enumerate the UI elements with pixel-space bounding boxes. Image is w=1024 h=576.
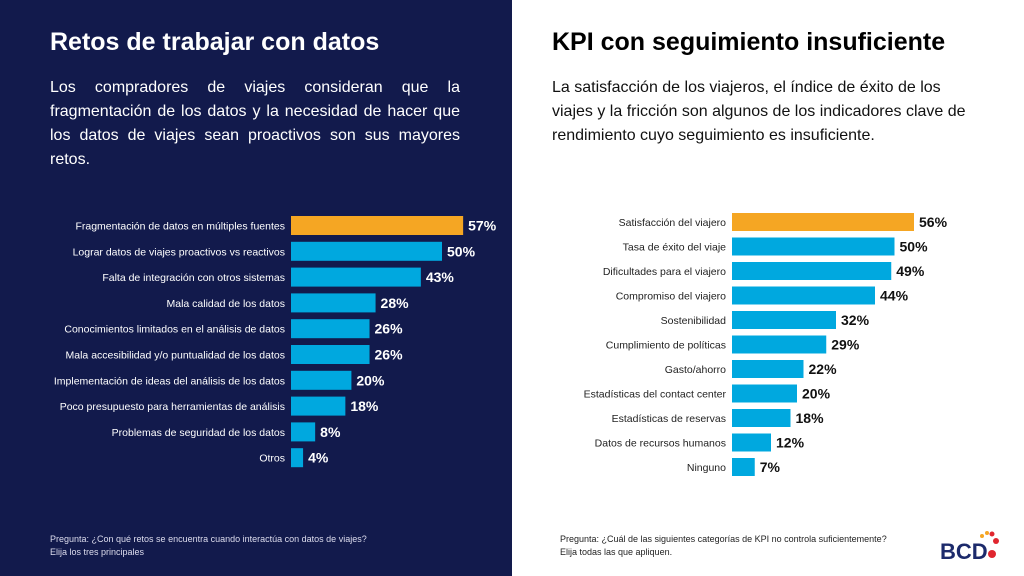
value-label: 29% xyxy=(831,337,860,353)
category-label: Falta de integración con otros sistemas xyxy=(102,272,285,284)
value-label: 56% xyxy=(919,214,948,230)
bar xyxy=(732,286,875,305)
category-label: Sostenibilidad xyxy=(661,315,727,327)
left-panel: Retos de trabajar con datos Los comprado… xyxy=(0,0,512,576)
category-label: Estadísticas de reservas xyxy=(612,413,726,425)
category-label: Conocimientos limitados en el análisis d… xyxy=(64,324,285,336)
category-label: Lograr datos de viajes proactivos vs rea… xyxy=(73,246,285,258)
category-label: Dificultades para el viajero xyxy=(603,266,726,278)
bar xyxy=(291,422,316,442)
category-label: Satisfacción del viajero xyxy=(619,217,727,229)
bar xyxy=(291,396,346,416)
value-label: 22% xyxy=(809,361,838,377)
value-label: 50% xyxy=(900,239,929,255)
value-label: 18% xyxy=(350,398,379,414)
bar xyxy=(732,360,804,378)
value-label: 12% xyxy=(776,435,805,451)
category-label: Otros xyxy=(259,453,285,465)
value-label: 26% xyxy=(375,347,404,363)
bar xyxy=(291,241,442,261)
bar xyxy=(732,237,895,256)
bar xyxy=(732,409,791,427)
note-line: Elija los tres principales xyxy=(50,547,145,557)
bar xyxy=(732,213,914,231)
note-line: Elija todas las que apliquen. xyxy=(560,547,673,557)
category-label: Gasto/ahorro xyxy=(665,364,726,376)
value-label: 49% xyxy=(896,263,925,279)
chart-title: Retos de trabajar con datos xyxy=(50,28,380,56)
category-label: Implementación de ideas del análisis de … xyxy=(54,375,285,387)
bar xyxy=(291,267,421,287)
value-label: 7% xyxy=(760,459,781,475)
bar xyxy=(291,345,370,364)
bar xyxy=(732,433,771,452)
value-label: 43% xyxy=(426,269,455,285)
value-label: 20% xyxy=(356,372,385,388)
chart-title: KPI con seguimiento insuficiente xyxy=(552,28,946,56)
bar xyxy=(291,319,370,339)
category-label: Mala accesibilidad y/o puntualidad de lo… xyxy=(66,350,285,362)
value-label: 28% xyxy=(381,295,410,311)
category-label: Mala calidad de los datos xyxy=(167,298,286,310)
question-note: Pregunta: ¿Cuál de las siguientes catego… xyxy=(560,533,887,559)
category-label: Estadísticas del contact center xyxy=(584,389,727,401)
bar xyxy=(291,448,304,468)
question-note: Pregunta: ¿Con qué retos se encuentra cu… xyxy=(50,533,367,559)
note-line: Pregunta: ¿Cuál de las siguientes catego… xyxy=(560,534,887,544)
bar xyxy=(291,293,376,313)
logo-text: BCD xyxy=(940,539,988,564)
value-label: 57% xyxy=(468,218,497,234)
bar xyxy=(732,458,755,476)
bar xyxy=(732,384,797,403)
note-line: Pregunta: ¿Con qué retos se encuentra cu… xyxy=(50,534,367,544)
value-label: 8% xyxy=(320,424,341,440)
value-label: 18% xyxy=(796,410,825,426)
bar xyxy=(732,335,827,354)
category-label: Poco presupuesto para herramientas de an… xyxy=(60,401,285,413)
chart-subtitle: La satisfacción de los viajeros, el índi… xyxy=(552,79,966,144)
bar xyxy=(291,216,464,235)
category-label: Datos de recursos humanos xyxy=(595,438,726,450)
value-label: 44% xyxy=(880,288,909,304)
value-label: 26% xyxy=(375,321,404,337)
bar xyxy=(732,311,836,329)
value-label: 50% xyxy=(447,243,476,259)
bar xyxy=(732,262,892,280)
category-label: Fragmentación de datos en múltiples fuen… xyxy=(75,221,285,233)
bcd-logo: BCD xyxy=(940,531,999,564)
bar xyxy=(291,370,352,390)
category-label: Compromiso del viajero xyxy=(616,291,726,303)
category-label: Ninguno xyxy=(687,462,726,474)
category-label: Cumplimiento de políticas xyxy=(606,340,726,352)
category-label: Problemas de seguridad de los datos xyxy=(112,427,285,439)
category-label: Tasa de éxito del viaje xyxy=(623,242,726,254)
chart-subtitle: Los compradores de viajes consideran que… xyxy=(50,79,460,168)
value-label: 4% xyxy=(308,450,329,466)
value-label: 20% xyxy=(802,386,831,402)
value-label: 32% xyxy=(841,312,870,328)
